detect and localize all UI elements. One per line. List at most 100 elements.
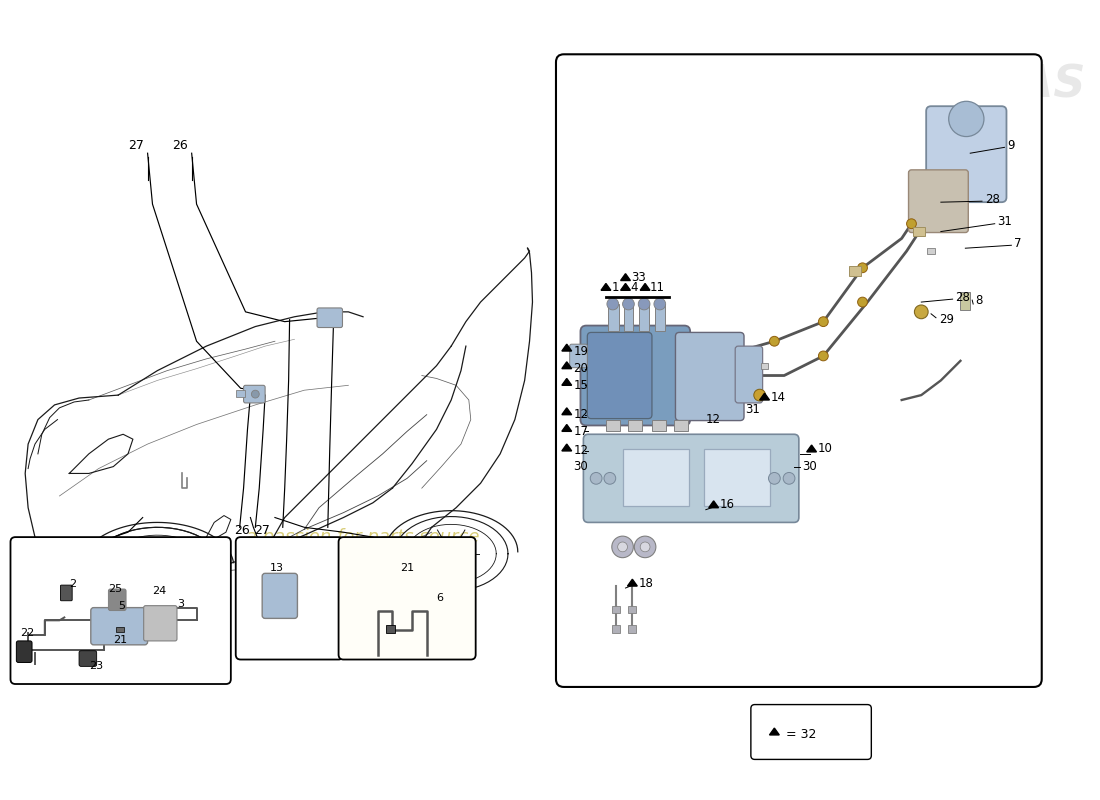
Polygon shape [562,362,572,369]
Bar [960,292,970,310]
Polygon shape [806,445,816,452]
Text: 1: 1 [612,281,619,294]
Circle shape [858,297,868,307]
Circle shape [818,317,828,326]
Polygon shape [708,501,718,508]
Text: 18: 18 [638,577,653,590]
FancyBboxPatch shape [91,608,147,645]
Text: 12: 12 [573,408,588,421]
Text: 13: 13 [270,563,284,574]
Bar [612,606,619,614]
FancyBboxPatch shape [570,344,587,368]
Text: 29: 29 [939,313,954,326]
Text: 27: 27 [128,139,144,152]
FancyBboxPatch shape [926,106,1006,202]
Circle shape [638,298,650,310]
FancyBboxPatch shape [339,537,475,659]
Bar [639,304,649,331]
Circle shape [604,473,616,484]
Circle shape [769,473,780,484]
Polygon shape [620,274,630,281]
FancyBboxPatch shape [587,333,652,418]
FancyBboxPatch shape [109,589,126,610]
Circle shape [914,305,928,318]
FancyBboxPatch shape [751,705,871,759]
Text: 19: 19 [573,345,588,358]
Text: 6: 6 [437,593,443,603]
Circle shape [623,298,635,310]
Bar [623,449,690,506]
Polygon shape [627,579,637,586]
Circle shape [591,473,602,484]
Text: 30: 30 [573,460,588,473]
FancyBboxPatch shape [243,386,265,403]
Text: 4: 4 [630,281,638,294]
FancyBboxPatch shape [581,326,690,426]
Bar [652,419,666,431]
Bar [624,304,634,331]
Polygon shape [562,344,572,351]
Text: 10: 10 [817,442,833,455]
Text: 22: 22 [20,628,34,638]
Text: 24: 24 [153,586,167,596]
Circle shape [858,263,868,273]
FancyBboxPatch shape [909,170,968,233]
FancyBboxPatch shape [262,574,297,618]
Text: 28: 28 [984,193,1000,206]
Bar [927,248,935,254]
Text: 11: 11 [650,281,666,294]
FancyBboxPatch shape [317,308,342,327]
Text: 21: 21 [400,563,415,574]
Circle shape [906,219,916,229]
Circle shape [754,390,766,401]
Text: = 32: = 32 [782,729,816,742]
Text: 12: 12 [706,413,721,426]
Text: a passion for parts source: a passion for parts source [246,528,480,546]
Text: 15: 15 [573,379,588,392]
FancyBboxPatch shape [144,606,177,641]
Text: 2: 2 [69,579,76,589]
Circle shape [948,102,984,137]
FancyBboxPatch shape [735,346,762,403]
FancyBboxPatch shape [583,434,799,522]
Polygon shape [562,444,572,451]
Text: 31: 31 [998,215,1012,228]
FancyBboxPatch shape [16,641,32,662]
FancyBboxPatch shape [79,650,97,666]
Text: 12: 12 [573,445,588,458]
Text: 31: 31 [745,403,760,416]
Text: 9: 9 [1008,139,1015,152]
FancyBboxPatch shape [235,537,343,659]
Polygon shape [770,728,779,735]
Text: 8: 8 [975,294,982,306]
Text: 14: 14 [770,390,785,403]
Text: 33: 33 [631,271,646,284]
Bar [612,626,619,633]
Bar [674,419,689,431]
FancyBboxPatch shape [556,54,1042,687]
Bar [761,362,769,369]
Circle shape [640,542,650,552]
Text: 21: 21 [113,635,128,645]
Bar [117,627,124,632]
Text: 25: 25 [109,584,122,594]
Text: 17: 17 [573,425,588,438]
Bar [849,266,860,276]
Bar [628,626,636,633]
Polygon shape [562,378,572,386]
Circle shape [607,298,618,310]
Text: 30: 30 [802,460,816,473]
Circle shape [653,298,666,310]
Text: 23: 23 [89,662,103,671]
Bar [628,419,642,431]
FancyBboxPatch shape [675,333,744,421]
Bar [386,626,395,633]
Bar [913,226,925,237]
Bar [628,606,636,614]
Text: GiOiAS: GiOiAS [914,62,1086,105]
Polygon shape [601,283,610,290]
Bar [654,304,664,331]
Circle shape [635,536,656,558]
Text: 7: 7 [1014,237,1022,250]
Bar [608,304,618,331]
